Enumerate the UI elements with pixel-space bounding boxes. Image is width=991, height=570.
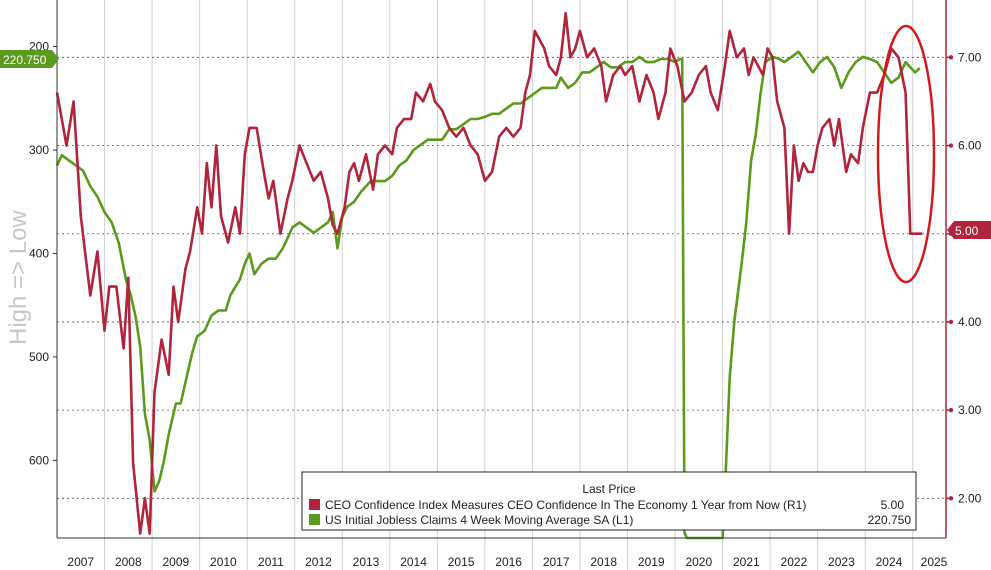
right-tick-dot (948, 143, 954, 148)
jobless-claims-line (55, 50, 921, 540)
x-tick-label: 2010 (210, 555, 237, 569)
right-tick-label: 6.00 (958, 139, 982, 153)
x-tick-label: 2025 (921, 555, 948, 569)
x-tick-label: 2017 (543, 555, 570, 569)
x-tick-label: 2012 (305, 555, 332, 569)
x-tick-label: 2011 (258, 555, 284, 569)
series-group (55, 11, 923, 540)
x-tick-label: 2022 (781, 555, 808, 569)
legend: Last Price CEO Confidence Index Measures… (301, 471, 917, 531)
x-tick-label: 2023 (828, 555, 855, 569)
ceo-last-value-text: 5.00 (955, 224, 979, 238)
x-tick-label: 2018 (590, 555, 617, 569)
x-tick-label: 2019 (638, 555, 665, 569)
x-tick-label: 2013 (353, 555, 380, 569)
left-tick-label: 300 (29, 143, 49, 157)
left-tick-label: 500 (29, 350, 49, 364)
legend-label-ceo: CEO Confidence Index Measures CEO Confid… (325, 498, 806, 512)
highlight-ellipse (876, 24, 936, 284)
x-tick-label: 2014 (400, 555, 427, 569)
right-tick-dot (948, 55, 954, 60)
x-tick-label: 2009 (162, 555, 189, 569)
right-tick-dot (948, 496, 954, 501)
x-tick-label: 2015 (448, 555, 475, 569)
x-tick-label: 2021 (733, 555, 760, 569)
x-tick-label: 2020 (685, 555, 712, 569)
right-tick-label: 2.00 (958, 491, 982, 505)
left-tick-label: 600 (29, 453, 49, 467)
legend-box (301, 471, 917, 531)
legend-swatch-ceo (309, 499, 320, 510)
right-tick-dot (948, 407, 954, 413)
ceo-confidence-line (55, 11, 923, 535)
x-tick-label: 2024 (876, 555, 903, 569)
right-tick-label: 3.00 (958, 403, 982, 417)
left-tick-label: 400 (29, 246, 49, 260)
claims-last-value-tag: 220.750 (0, 50, 59, 68)
ceo-last-value-tag: 5.00 (947, 221, 991, 239)
x-axis-ticks: 2007 2008 2009 2010 2011 2012 2013 2014 2015 2016… (67, 555, 947, 569)
right-tick-label: 4.00 (958, 315, 982, 329)
legend-swatch-claims (309, 514, 320, 525)
x-tick-label: 2008 (115, 555, 142, 569)
legend-title: Last Price (582, 482, 636, 496)
claims-last-value-text: 220.750 (3, 53, 47, 67)
right-axis-ticks: 7.00 6.00 5.00 4.00 3.00 2.00 (946, 50, 982, 505)
legend-label-claims: US Initial Jobless Claims 4 Week Moving … (325, 513, 633, 527)
x-tick-label: 2007 (67, 555, 94, 569)
x-tick-label: 2016 (495, 555, 522, 569)
left-axis-side-label: High => Low (5, 210, 32, 345)
legend-value-ceo: 5.00 (881, 498, 905, 512)
legend-value-claims: 220.750 (868, 513, 912, 527)
right-tick-label: 7.00 (958, 50, 982, 64)
right-tick-dot (948, 319, 954, 325)
